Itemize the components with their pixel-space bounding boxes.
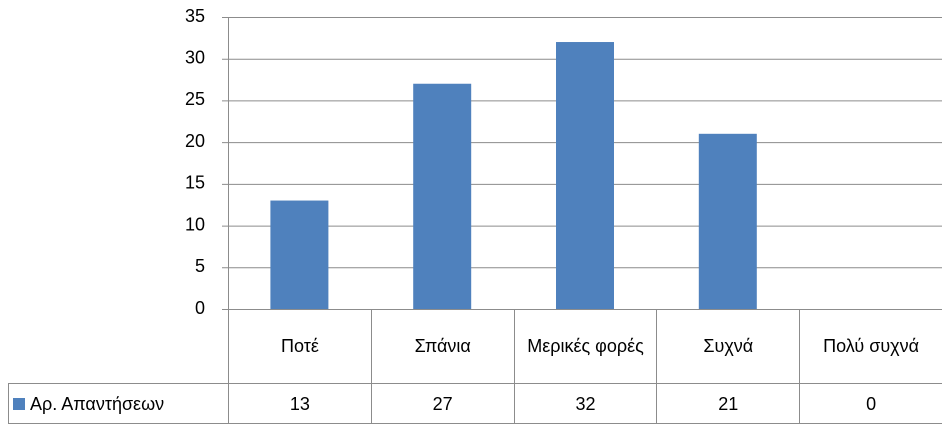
legend-label: Αρ. Απαντήσεων — [30, 393, 165, 414]
y-tick-label: 10 — [185, 214, 205, 234]
category-cell: Μερικές φορές — [513, 309, 658, 384]
legend-swatch — [13, 397, 25, 410]
y-tick-label: 35 — [185, 6, 205, 26]
y-tick-label: 0 — [195, 298, 205, 318]
bar — [270, 200, 329, 309]
y-tick-label: 25 — [185, 89, 205, 109]
category-cell: Πολύ συχνά — [799, 309, 942, 384]
category-cell: Σπάνια — [370, 309, 515, 384]
category-cell: Ποτέ — [228, 309, 372, 384]
value-cell: 0 — [799, 383, 942, 424]
bar — [556, 42, 614, 310]
y-tick-label: 30 — [185, 47, 205, 67]
y-tick-label: 5 — [195, 256, 205, 276]
y-tick-label: 20 — [185, 131, 205, 151]
value-cell: 13 — [228, 383, 372, 424]
value-cell: 32 — [513, 383, 658, 424]
legend-cell: Αρ. Απαντήσεων — [8, 383, 229, 424]
bar — [413, 83, 472, 309]
value-cell: 27 — [370, 383, 515, 424]
value-cell: 21 — [656, 383, 801, 424]
y-tick-label: 15 — [185, 173, 205, 193]
category-cell: Συχνά — [656, 309, 801, 384]
bar — [698, 133, 757, 309]
